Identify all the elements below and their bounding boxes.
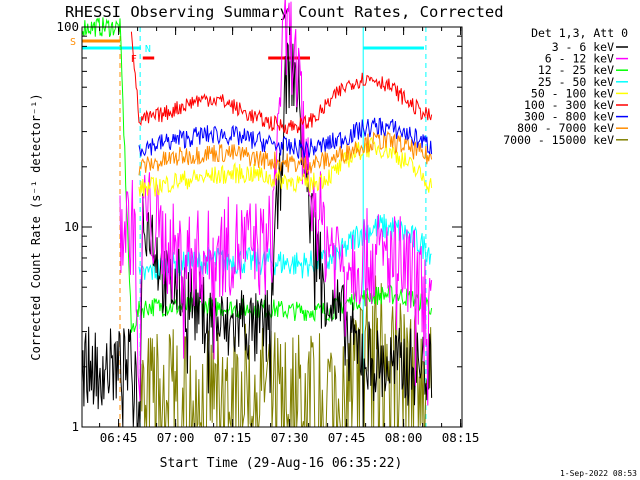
x-tick-label-0: 06:45: [100, 430, 138, 445]
y-tick-label-1: 10: [64, 219, 79, 234]
y-tick-label-2: 100: [56, 19, 79, 34]
series-line-5: [130, 31, 433, 135]
series-line-7: [138, 130, 433, 176]
annotation-label-N: N: [145, 44, 151, 55]
x-tick-label-5: 08:00: [385, 430, 423, 445]
x-tick-label-1: 07:00: [157, 430, 195, 445]
legend-label-8: 7000 - 15000 keV: [503, 133, 614, 147]
x-tick-label-4: 07:45: [328, 430, 366, 445]
legend-label-2: 12 - 25 keV: [538, 63, 614, 77]
series-line-1: [119, 0, 433, 406]
x-axis-label: Start Time (29-Aug-16 06:35:22): [160, 456, 403, 471]
legend-label-5: 100 - 300 keV: [524, 98, 614, 112]
series-line-3: [138, 213, 432, 281]
y-tick-label-0: 1: [71, 419, 79, 434]
legend-label-6: 300 - 800 keV: [524, 110, 614, 124]
x-tick-label-3: 07:30: [271, 430, 309, 445]
legend-label-0: 3 - 6 keV: [552, 40, 614, 54]
legend-label-1: 6 - 12 keV: [545, 52, 614, 66]
x-tick-label-2: 07:15: [214, 430, 252, 445]
legend-label-3: 25 - 50 keV: [538, 75, 614, 89]
series-line-6: [138, 117, 433, 159]
annotation-label-S: S: [70, 37, 76, 48]
series-line-4: [138, 136, 433, 197]
legend-header: Det 1,3, Att 0: [531, 26, 628, 40]
legend-label-7: 800 - 7000 keV: [517, 121, 614, 135]
x-tick-label-6: 08:15: [442, 430, 480, 445]
legend-label-4: 50 - 100 keV: [531, 86, 614, 100]
y-axis-label: Corrected Count Rate (s⁻¹ detector⁻¹): [29, 93, 43, 360]
footer-timestamp: 1-Sep-2022 08:53: [560, 469, 637, 478]
